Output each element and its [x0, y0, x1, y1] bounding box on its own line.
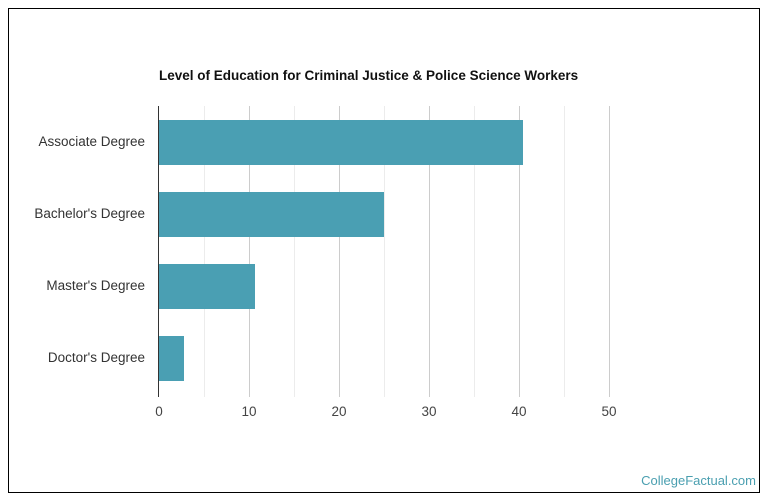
gridline: [294, 106, 295, 397]
gridline: [564, 106, 565, 397]
x-tick-label: 40: [511, 404, 527, 419]
x-tick-label: 50: [601, 404, 617, 419]
credit-link[interactable]: CollegeFactual.com: [641, 473, 756, 488]
chart-title: Level of Education for Criminal Justice …: [159, 68, 579, 83]
bar: [159, 119, 523, 165]
gridline: [609, 106, 610, 397]
x-tick-label: 0: [155, 404, 163, 419]
gridline: [384, 106, 385, 397]
x-tick-label: 30: [421, 404, 437, 419]
gridline: [474, 106, 475, 397]
bar: [159, 335, 185, 381]
gridline: [339, 106, 340, 397]
gridline: [429, 106, 430, 397]
category-label: Doctor's Degree: [47, 350, 145, 365]
y-axis-line: [158, 106, 159, 397]
gridline: [204, 106, 205, 397]
x-tick-label: 20: [331, 404, 347, 419]
bar: [159, 263, 256, 309]
category-label: Master's Degree: [46, 278, 145, 293]
gridline: [249, 106, 250, 397]
bar: [159, 191, 384, 237]
x-tick-label: 10: [241, 404, 257, 419]
category-label: Associate Degree: [38, 134, 145, 149]
category-label: Bachelor's Degree: [34, 206, 145, 221]
gridline: [519, 106, 520, 397]
